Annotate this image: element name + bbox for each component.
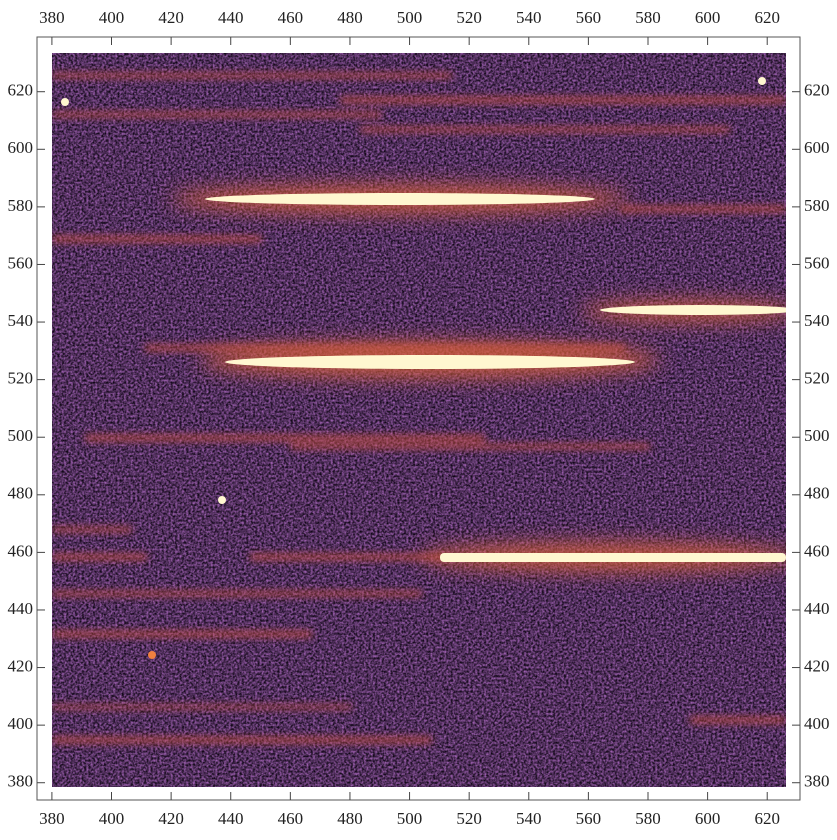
x-tick-label: 480 bbox=[337, 809, 363, 828]
y-tick-label: 620 bbox=[804, 81, 830, 100]
y-tick-label: 480 bbox=[804, 484, 830, 503]
x-tick-label: 400 bbox=[99, 8, 125, 27]
y-tick-label: 380 bbox=[8, 772, 34, 791]
y-tick-label: 620 bbox=[8, 81, 34, 100]
y-tick-label: 540 bbox=[804, 311, 830, 330]
x-tick-label: 520 bbox=[456, 8, 482, 27]
x-tick-label: 420 bbox=[158, 809, 184, 828]
y-tick-label: 520 bbox=[804, 369, 830, 388]
x-tick-label: 540 bbox=[516, 8, 542, 27]
y-tick-label: 600 bbox=[804, 138, 830, 157]
x-tick-label: 460 bbox=[278, 809, 304, 828]
y-tick-label: 380 bbox=[804, 772, 830, 791]
y-tick-label: 480 bbox=[8, 484, 34, 503]
y-tick-label: 440 bbox=[8, 599, 34, 618]
x-tick-label: 620 bbox=[754, 809, 780, 828]
y-tick-label: 520 bbox=[8, 369, 34, 388]
x-tick-label: 600 bbox=[695, 8, 721, 27]
x-tick-label: 400 bbox=[99, 809, 125, 828]
y-tick-label: 540 bbox=[8, 311, 34, 330]
x-tick-label: 620 bbox=[754, 8, 780, 27]
y-tick-label: 580 bbox=[8, 196, 34, 215]
x-tick-label: 500 bbox=[397, 809, 423, 828]
x-tick-label: 380 bbox=[39, 8, 65, 27]
y-tick-label: 580 bbox=[804, 196, 830, 215]
x-tick-label: 600 bbox=[695, 809, 721, 828]
x-tick-label: 420 bbox=[158, 8, 184, 27]
x-tick-label: 580 bbox=[635, 809, 661, 828]
x-tick-label: 440 bbox=[218, 8, 244, 27]
x-tick-label: 500 bbox=[397, 8, 423, 27]
x-tick-label: 380 bbox=[39, 809, 65, 828]
x-tick-label: 560 bbox=[576, 8, 602, 27]
y-tick-label: 500 bbox=[804, 426, 830, 445]
y-tick-label: 440 bbox=[804, 599, 830, 618]
x-tick-label: 480 bbox=[337, 8, 363, 27]
y-tick-label: 500 bbox=[8, 426, 34, 445]
frame bbox=[36, 36, 801, 801]
y-tick-label: 400 bbox=[8, 714, 34, 733]
x-tick-label: 580 bbox=[635, 8, 661, 27]
y-tick-label: 600 bbox=[8, 138, 34, 157]
y-tick-label: 560 bbox=[8, 253, 34, 272]
image bbox=[52, 53, 786, 787]
y-tick-label: 420 bbox=[804, 656, 830, 675]
x-tick-label: 460 bbox=[278, 8, 304, 27]
x-tick-label: 560 bbox=[576, 809, 602, 828]
x-tick-label: 440 bbox=[218, 809, 244, 828]
y-tick-label: 400 bbox=[804, 714, 830, 733]
x-tick-label: 520 bbox=[456, 809, 482, 828]
y-tick-label: 460 bbox=[804, 541, 830, 560]
y-tick-label: 460 bbox=[8, 541, 34, 560]
y-tick-label: 420 bbox=[8, 656, 34, 675]
x-tick-label: 540 bbox=[516, 809, 542, 828]
y-tick-label: 560 bbox=[804, 253, 830, 272]
